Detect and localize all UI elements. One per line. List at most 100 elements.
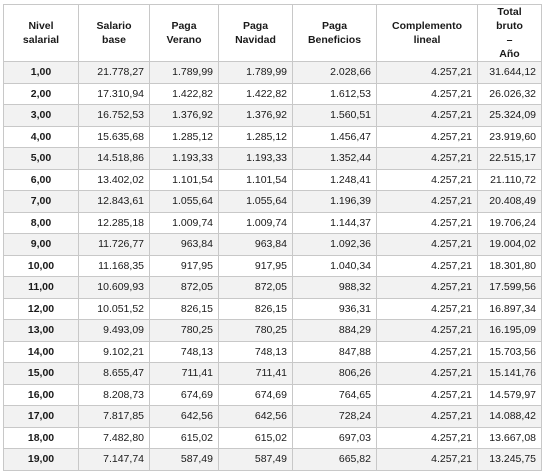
cell-nivel-salarial: 4,00: [3, 125, 79, 148]
cell-complemento-lineal: 4.257,21: [376, 233, 478, 256]
cell-paga-verano: 872,05: [149, 276, 219, 299]
cell-salario-base: 8.208,73: [78, 383, 150, 406]
cell-salario-base: 15.635,68: [78, 125, 150, 148]
cell-complemento-lineal: 4.257,21: [376, 104, 478, 127]
cell-paga-navidad: 642,56: [218, 405, 293, 428]
cell-paga-beneficios: 1.352,44: [292, 147, 377, 170]
cell-total-bruto: 14.088,42: [477, 405, 542, 428]
cell-salario-base: 7.817,85: [78, 405, 150, 428]
cell-paga-navidad: 711,41: [218, 362, 293, 385]
cell-paga-beneficios: 1.144,37: [292, 211, 377, 234]
cell-salario-base: 10.051,52: [78, 297, 150, 320]
cell-nivel-salarial: 18,00: [3, 426, 79, 449]
cell-paga-beneficios: 697,03: [292, 426, 377, 449]
cell-paga-navidad: 1.193,33: [218, 147, 293, 170]
cell-paga-beneficios: 2.028,66: [292, 61, 377, 84]
cell-salario-base: 21.778,27: [78, 61, 150, 84]
cell-nivel-salarial: 9,00: [3, 233, 79, 256]
cell-nivel-salarial: 19,00: [3, 448, 79, 471]
table-row: 13,00 9.493,09 780,25 780,25 884,29 4.257,21 1…: [3, 319, 542, 342]
cell-paga-beneficios: 728,24: [292, 405, 377, 428]
cell-total-bruto: 20.408,49: [477, 190, 542, 213]
cell-paga-beneficios: 988,32: [292, 276, 377, 299]
cell-total-bruto: 13.245,75: [477, 448, 542, 471]
table-body: 1,00 21.778,27 1.789,99 1.789,99 2.028,66 4.2…: [3, 61, 542, 471]
cell-total-bruto: 13.667,08: [477, 426, 542, 449]
table-row: 11,00 10.609,93 872,05 872,05 988,32 4.257,21…: [3, 276, 542, 299]
cell-nivel-salarial: 8,00: [3, 211, 79, 234]
cell-total-bruto: 14.579,97: [477, 383, 542, 406]
cell-paga-navidad: 1.285,12: [218, 125, 293, 148]
cell-complemento-lineal: 4.257,21: [376, 426, 478, 449]
cell-paga-navidad: 1.789,99: [218, 61, 293, 84]
cell-paga-navidad: 674,69: [218, 383, 293, 406]
cell-salario-base: 13.402,02: [78, 168, 150, 191]
table-row: 19,00 7.147,74 587,49 587,49 665,82 4.257,21 1…: [3, 448, 542, 471]
cell-nivel-salarial: 5,00: [3, 147, 79, 170]
cell-complemento-lineal: 4.257,21: [376, 362, 478, 385]
cell-nivel-salarial: 7,00: [3, 190, 79, 213]
table-row: 7,00 12.843,61 1.055,64 1.055,64 1.196,39 4.2…: [3, 190, 542, 213]
cell-salario-base: 11.726,77: [78, 233, 150, 256]
cell-complemento-lineal: 4.257,21: [376, 211, 478, 234]
cell-salario-base: 9.102,21: [78, 340, 150, 363]
table-row: 2,00 17.310,94 1.422,82 1.422,82 1.612,53 4.2…: [3, 82, 542, 105]
cell-paga-beneficios: 665,82: [292, 448, 377, 471]
cell-total-bruto: 18.301,80: [477, 254, 542, 277]
cell-paga-navidad: 748,13: [218, 340, 293, 363]
cell-total-bruto: 19.706,24: [477, 211, 542, 234]
cell-paga-navidad: 615,02: [218, 426, 293, 449]
table-row: 1,00 21.778,27 1.789,99 1.789,99 2.028,66 4.2…: [3, 61, 542, 84]
cell-salario-base: 11.168,35: [78, 254, 150, 277]
cell-total-bruto: 26.026,32: [477, 82, 542, 105]
cell-nivel-salarial: 1,00: [3, 61, 79, 84]
cell-paga-beneficios: 1.196,39: [292, 190, 377, 213]
cell-salario-base: 17.310,94: [78, 82, 150, 105]
table-row: 17,00 7.817,85 642,56 642,56 728,24 4.257,21 1…: [3, 405, 542, 428]
cell-salario-base: 16.752,53: [78, 104, 150, 127]
cell-total-bruto: 23.919,60: [477, 125, 542, 148]
cell-complemento-lineal: 4.257,21: [376, 190, 478, 213]
table-row: 8,00 12.285,18 1.009,74 1.009,74 1.144,37 4.2…: [3, 211, 542, 234]
header-total-line2: –: [506, 34, 513, 46]
cell-total-bruto: 22.515,17: [477, 147, 542, 170]
cell-paga-verano: 1.193,33: [149, 147, 219, 170]
cell-salario-base: 7.147,74: [78, 448, 150, 471]
cell-complemento-lineal: 4.257,21: [376, 276, 478, 299]
cell-paga-navidad: 1.009,74: [218, 211, 293, 234]
header-total-line1: Total bruto: [496, 6, 523, 32]
header-paga-beneficios: Paga Beneficios: [292, 4, 377, 62]
cell-salario-base: 14.518,86: [78, 147, 150, 170]
cell-paga-verano: 615,02: [149, 426, 219, 449]
cell-paga-verano: 711,41: [149, 362, 219, 385]
cell-total-bruto: 31.644,12: [477, 61, 542, 84]
cell-paga-navidad: 1.422,82: [218, 82, 293, 105]
cell-salario-base: 7.482,80: [78, 426, 150, 449]
cell-total-bruto: 17.599,56: [477, 276, 542, 299]
header-nivel-salarial: Nivel salarial: [3, 4, 79, 62]
cell-paga-verano: 748,13: [149, 340, 219, 363]
cell-paga-navidad: 963,84: [218, 233, 293, 256]
cell-paga-verano: 642,56: [149, 405, 219, 428]
cell-nivel-salarial: 10,00: [3, 254, 79, 277]
cell-paga-verano: 674,69: [149, 383, 219, 406]
table-row: 12,00 10.051,52 826,15 826,15 936,31 4.257,21…: [3, 297, 542, 320]
cell-nivel-salarial: 16,00: [3, 383, 79, 406]
cell-total-bruto: 25.324,09: [477, 104, 542, 127]
header-complemento-lineal: Complemento lineal: [376, 4, 478, 62]
cell-nivel-salarial: 2,00: [3, 82, 79, 105]
cell-paga-beneficios: 847,88: [292, 340, 377, 363]
cell-paga-verano: 780,25: [149, 319, 219, 342]
cell-complemento-lineal: 4.257,21: [376, 61, 478, 84]
cell-paga-navidad: 1.101,54: [218, 168, 293, 191]
table-row: 18,00 7.482,80 615,02 615,02 697,03 4.257,21 1…: [3, 426, 542, 449]
cell-nivel-salarial: 15,00: [3, 362, 79, 385]
cell-paga-beneficios: 1.092,36: [292, 233, 377, 256]
cell-nivel-salarial: 13,00: [3, 319, 79, 342]
table-row: 5,00 14.518,86 1.193,33 1.193,33 1.352,44 4.2…: [3, 147, 542, 170]
cell-paga-beneficios: 936,31: [292, 297, 377, 320]
cell-nivel-salarial: 11,00: [3, 276, 79, 299]
cell-complemento-lineal: 4.257,21: [376, 405, 478, 428]
cell-paga-beneficios: 806,26: [292, 362, 377, 385]
cell-total-bruto: 19.004,02: [477, 233, 542, 256]
